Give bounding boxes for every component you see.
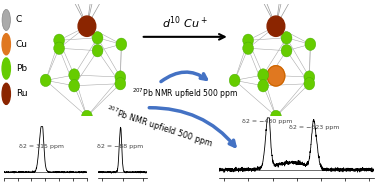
Circle shape	[267, 66, 285, 86]
Circle shape	[281, 44, 292, 57]
Text: Cu: Cu	[16, 40, 28, 49]
Circle shape	[267, 16, 285, 36]
Circle shape	[82, 110, 92, 123]
Circle shape	[305, 38, 316, 50]
Text: δ2 = 315 ppm: δ2 = 315 ppm	[19, 144, 64, 149]
Text: $^{207}$Pb NMR upfield 500 ppm: $^{207}$Pb NMR upfield 500 ppm	[132, 87, 239, 101]
Text: $^{207}$Pb NMR upfield 500 ppm: $^{207}$Pb NMR upfield 500 ppm	[104, 104, 215, 152]
Circle shape	[243, 34, 254, 46]
Circle shape	[69, 80, 80, 92]
Text: δ2 = −623 ppm: δ2 = −623 ppm	[289, 125, 339, 130]
Circle shape	[115, 71, 126, 83]
Ellipse shape	[87, 0, 101, 1]
Circle shape	[281, 32, 292, 44]
Circle shape	[304, 78, 315, 90]
Circle shape	[54, 42, 65, 54]
Text: δ2 = −88 ppm: δ2 = −88 ppm	[97, 144, 144, 149]
Circle shape	[229, 74, 240, 87]
Circle shape	[304, 71, 315, 83]
Text: δ2 = −430 ppm: δ2 = −430 ppm	[242, 119, 293, 124]
Circle shape	[2, 58, 10, 79]
Circle shape	[116, 38, 127, 50]
Circle shape	[69, 69, 80, 81]
Text: Ru: Ru	[16, 89, 28, 98]
Circle shape	[92, 32, 103, 44]
Text: C: C	[16, 15, 22, 24]
Ellipse shape	[276, 0, 290, 1]
Circle shape	[2, 34, 10, 55]
Text: $d^{10}$ Cu$^+$: $d^{10}$ Cu$^+$	[163, 15, 208, 31]
Circle shape	[2, 9, 10, 31]
Text: Pb: Pb	[16, 64, 27, 73]
Circle shape	[2, 83, 10, 104]
Circle shape	[40, 74, 51, 87]
Circle shape	[258, 69, 269, 81]
Circle shape	[115, 78, 126, 90]
Circle shape	[271, 110, 281, 123]
Circle shape	[54, 34, 65, 46]
Circle shape	[258, 80, 269, 92]
Circle shape	[243, 42, 254, 54]
Circle shape	[78, 16, 96, 36]
Circle shape	[92, 44, 103, 57]
